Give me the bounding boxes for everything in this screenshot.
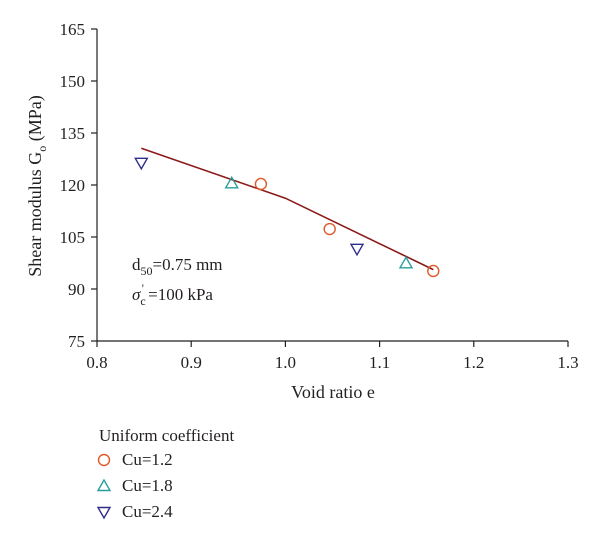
y-tick-label: 120 bbox=[60, 176, 86, 195]
annotation-d50-base: d bbox=[132, 255, 141, 274]
x-tick-label: 1.2 bbox=[463, 353, 484, 372]
annotation-sigma: σc' =100 kPa bbox=[132, 281, 213, 308]
legend-title: Uniform coefficient bbox=[99, 426, 234, 445]
legend-label: Cu=1.2 bbox=[122, 450, 173, 469]
legend: Uniform coefficient Cu=1.2 Cu=1.8 Cu=2.4 bbox=[96, 426, 234, 521]
data-point bbox=[134, 157, 149, 171]
annotation-sigma-rest: =100 kPa bbox=[144, 285, 214, 304]
legend-label: Cu=2.4 bbox=[122, 502, 173, 521]
x-tick-label: 1.3 bbox=[557, 353, 578, 372]
y-ticks: 75 90 105 120 135 150 165 bbox=[60, 20, 97, 351]
data-point bbox=[398, 255, 414, 269]
y-tick-label: 105 bbox=[60, 228, 86, 247]
y-tick-label: 90 bbox=[68, 280, 85, 299]
annotation-d50: d50=0.75 mm bbox=[132, 255, 223, 278]
y-axis-title: Shear modulus Go (MPa) bbox=[25, 95, 49, 277]
x-ticks: 0.8 0.9 1.0 1.1 1.2 1.3 bbox=[86, 341, 579, 372]
annotation-sigma-base: σ bbox=[132, 285, 141, 304]
legend-marker bbox=[96, 478, 112, 492]
annotation-d50-rest: =0.75 mm bbox=[153, 255, 223, 274]
legend-label: Cu=1.8 bbox=[122, 476, 173, 495]
x-tick-label: 0.9 bbox=[181, 353, 202, 372]
y-axis-title-main: Shear modulus G bbox=[25, 152, 45, 277]
legend-items: Cu=1.2 Cu=1.8 Cu=2.4 bbox=[96, 450, 173, 521]
y-tick-label: 75 bbox=[68, 332, 85, 351]
fit-line-layer bbox=[141, 147, 434, 271]
legend-marker bbox=[97, 453, 111, 467]
data-point bbox=[427, 264, 440, 278]
y-tick-label: 150 bbox=[60, 72, 86, 91]
y-axis-title-sub: o bbox=[35, 146, 49, 152]
data-point bbox=[224, 175, 239, 189]
data-point bbox=[323, 222, 336, 236]
x-tick-label: 1.1 bbox=[369, 353, 390, 372]
annotation-d50-sub: 50 bbox=[141, 264, 153, 278]
data-points bbox=[134, 157, 440, 278]
x-axis-title: Void ratio e bbox=[291, 382, 375, 402]
y-axis-title-unit: (MPa) bbox=[25, 95, 46, 146]
x-tick-label: 0.8 bbox=[86, 353, 107, 372]
data-point bbox=[254, 177, 268, 191]
trend-line bbox=[141, 147, 434, 271]
y-tick-label: 135 bbox=[60, 124, 86, 143]
annotation-sigma-sup: ' bbox=[142, 281, 144, 295]
plot-area: 0.8 0.9 1.0 1.1 1.2 1.3 75 90 105 120 135 150 165 bbox=[60, 20, 579, 372]
data-point bbox=[349, 243, 365, 257]
y-tick-label: 165 bbox=[60, 20, 86, 39]
annotation-sigma-sub: c bbox=[140, 294, 145, 308]
legend-marker bbox=[96, 506, 112, 520]
x-tick-label: 1.0 bbox=[275, 353, 296, 372]
